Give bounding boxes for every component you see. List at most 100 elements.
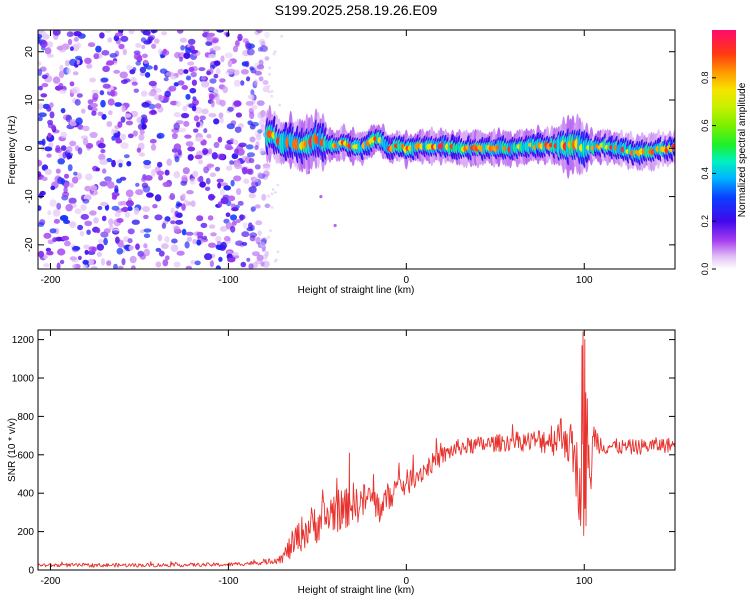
noise-blob (257, 47, 263, 52)
noise-blob (107, 181, 115, 189)
noise-blob (176, 212, 183, 218)
noise-blob (72, 246, 81, 251)
noise-blob (170, 220, 176, 225)
noise-blob (216, 178, 224, 183)
noise-blob (257, 172, 263, 179)
noise-blob (243, 178, 250, 184)
noise-blob (101, 113, 107, 120)
noise-blob (187, 146, 196, 152)
noise-blob (256, 254, 264, 262)
noise-blob (146, 192, 154, 198)
colorbar-tick-label: 0.8 (700, 72, 710, 85)
noise-blob (213, 88, 219, 94)
y-tick-label: 200 (17, 527, 34, 538)
noise-blob (85, 142, 94, 149)
noise-blob (47, 239, 54, 245)
noise-blob (187, 38, 196, 45)
noise-blob (148, 103, 156, 110)
noise-blob (82, 198, 90, 204)
noise-blob (43, 232, 52, 239)
noise-blob (64, 173, 69, 179)
noise-blob (173, 226, 181, 233)
noise-blob (219, 189, 225, 196)
noise-blob (122, 206, 128, 213)
noise-blob (143, 214, 149, 220)
noise-blob (66, 31, 74, 38)
noise-blob (66, 146, 73, 153)
noise-blob (260, 261, 265, 267)
noise-blob (207, 32, 216, 37)
noise-blob (47, 132, 52, 138)
noise-blob (200, 76, 206, 81)
noise-blob (241, 167, 248, 175)
noise-blob (262, 236, 269, 243)
noise-blob (191, 105, 197, 112)
noise-blob (276, 250, 280, 254)
noise-blob (38, 250, 45, 258)
noise-blob (138, 133, 145, 141)
noise-blob (59, 259, 65, 265)
noise-blob (164, 236, 170, 243)
noise-blob (240, 261, 247, 268)
noise-blob (106, 60, 115, 66)
noise-blob (193, 128, 199, 133)
noise-blob (255, 220, 263, 226)
noise-blob (233, 175, 242, 182)
noise-blob (38, 68, 43, 76)
colorbar-label: Normalized spectral amplitude (737, 82, 748, 217)
noise-blob (267, 235, 271, 239)
noise-blob (93, 53, 100, 60)
noise-blob (246, 144, 254, 150)
noise-blob (41, 40, 48, 48)
noise-blob (84, 220, 93, 227)
spectrogram-y-axis-label: Frequency (Hz) (7, 116, 18, 185)
noise-blob (170, 207, 175, 214)
noise-blob (190, 260, 197, 265)
noise-blob (43, 263, 50, 268)
noise-blob (84, 57, 92, 64)
noise-blob (180, 180, 187, 186)
noise-blob (229, 160, 235, 165)
noise-blob (52, 30, 61, 36)
noise-blob (217, 201, 223, 207)
noise-blob (208, 193, 215, 201)
noise-blob (272, 52, 276, 56)
noise-blob (74, 55, 83, 60)
noise-blob (257, 111, 265, 119)
noise-blob (132, 130, 138, 137)
noise-blob (75, 117, 83, 125)
noise-blob (111, 128, 115, 135)
noise-blob (182, 105, 188, 112)
noise-blob (237, 200, 244, 206)
noise-blob (96, 251, 102, 257)
noise-blob (100, 258, 106, 266)
noise-blob (271, 188, 275, 191)
noise-blob (241, 241, 248, 246)
noise-blob (173, 171, 181, 179)
noise-blob (135, 243, 140, 250)
noise-blob (65, 59, 70, 67)
noise-blob (181, 193, 186, 199)
noise-blob (108, 110, 113, 116)
noise-blob (255, 133, 262, 141)
noise-blob (209, 260, 214, 268)
noise-blob (163, 77, 169, 82)
noise-blob (269, 229, 272, 233)
noise-blob (208, 53, 216, 59)
noise-blob (262, 80, 269, 85)
noise-blob (248, 193, 256, 199)
noise-blob (77, 124, 84, 130)
noise-blob (232, 220, 237, 226)
noise-blob (143, 233, 151, 239)
noise-blob (151, 43, 157, 49)
noise-blob (71, 86, 80, 94)
noise-blob (186, 236, 193, 242)
noise-blob (152, 204, 158, 209)
noise-blob (270, 90, 274, 93)
noise-blob (133, 207, 140, 215)
noise-blob (97, 205, 103, 211)
noise-blob (236, 188, 242, 196)
noise-blob (162, 259, 169, 267)
noise-blob (89, 77, 96, 83)
noise-blob (56, 262, 61, 269)
